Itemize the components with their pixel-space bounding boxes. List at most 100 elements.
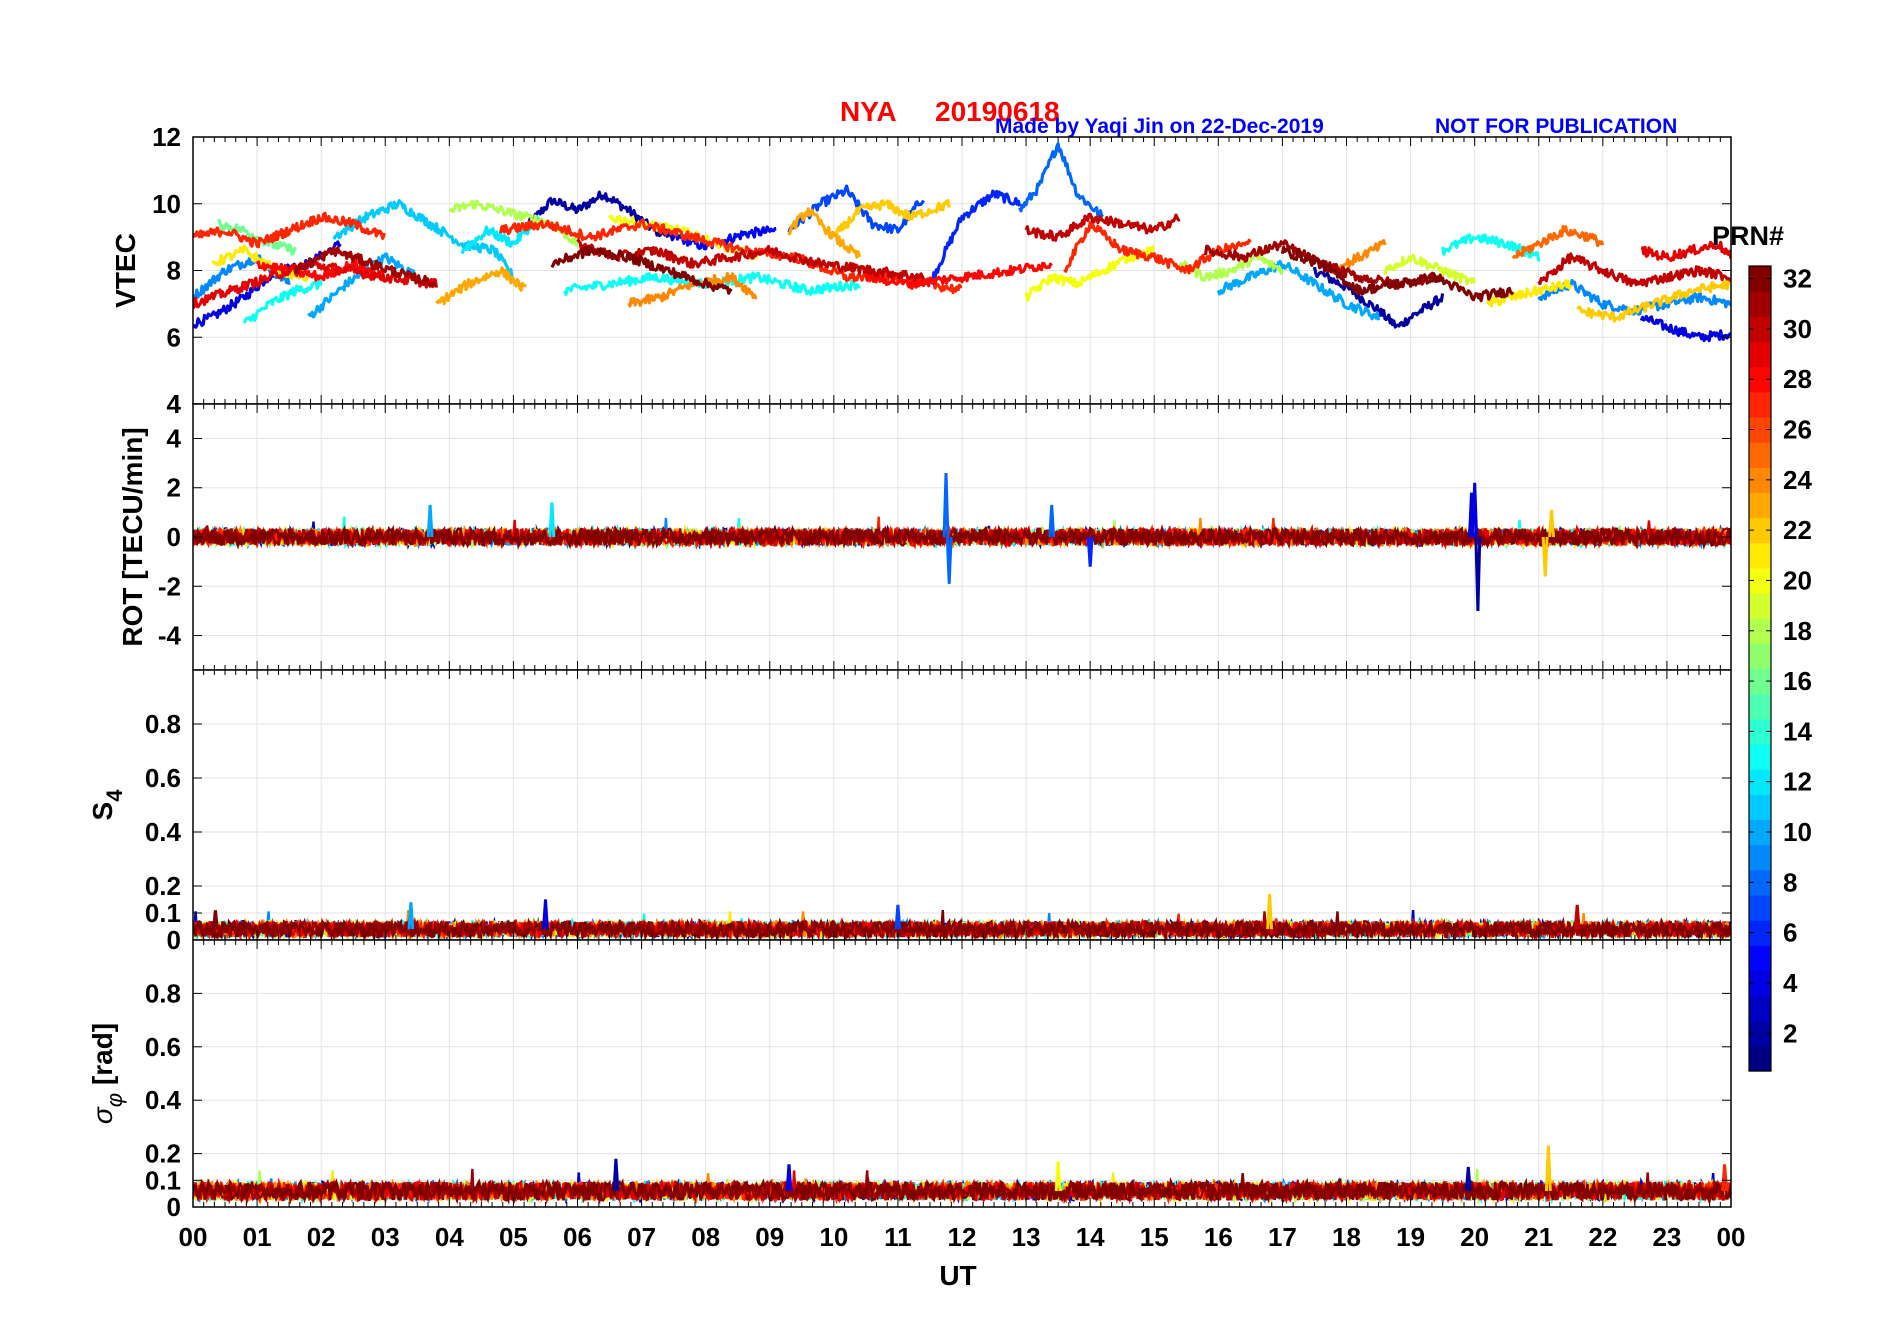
y-tick-label: 0	[167, 522, 181, 552]
x-tick-label: 17	[1268, 1222, 1297, 1252]
colorbar-tick-label: 24	[1783, 465, 1812, 495]
colorbar-tick-label: 30	[1783, 314, 1812, 344]
x-tick-label: 07	[627, 1222, 656, 1252]
x-tick-label: 22	[1588, 1222, 1617, 1252]
y-tick-label: 0.2	[145, 1139, 181, 1169]
vtec-series-prn-29	[1640, 240, 1731, 262]
vtec-series-prn-21	[211, 244, 310, 282]
vtec-series-prn-13	[242, 278, 323, 324]
colorbar-segment	[1749, 291, 1771, 317]
y-tick-label: 8	[167, 256, 181, 286]
colorbar-segment	[1749, 542, 1771, 569]
vtec-series-prn-11	[332, 199, 515, 281]
colorbar-segment	[1749, 467, 1771, 494]
colorbar-tick-label: 14	[1783, 716, 1812, 746]
colorbar-segment	[1749, 693, 1771, 720]
x-tick-label: 04	[435, 1222, 464, 1252]
colorbar-segment	[1749, 894, 1771, 921]
y-axis-label: ROT [TECU/min]	[117, 427, 148, 646]
y-tick-label: -2	[158, 571, 181, 601]
rot-spike	[942, 472, 950, 538]
s4-spike	[1266, 894, 1273, 930]
vtec-series-prn-22	[1576, 278, 1731, 323]
panel-sigma_phi: 00.10.2 0.4 0.6 0.8 σφ [rad]	[87, 939, 1732, 1222]
x-tick-label: 05	[499, 1222, 528, 1252]
colorbar-segment	[1749, 416, 1771, 443]
vtec-series-prn-25	[1511, 225, 1605, 260]
x-tick-label: 03	[371, 1222, 400, 1252]
sigma_phi-spike	[785, 1164, 793, 1192]
sigma_phi-spike	[1054, 1161, 1062, 1192]
vtec-series-prn-23	[435, 266, 527, 306]
colorbar-frame	[1748, 265, 1772, 1072]
vtec-series-prn-8	[1018, 142, 1104, 218]
title-notice: NOT FOR PUBLICATION	[1435, 115, 1677, 138]
colorbar-segment	[1749, 769, 1771, 795]
x-tick-label: 12	[948, 1222, 977, 1252]
figure-title: NYA 20190618 Made by Yaqi Jin on 22-Dec-…	[840, 96, 1677, 138]
colorbar-segment	[1749, 970, 1771, 997]
y-tick-label: 0.1	[145, 898, 181, 928]
colorbar-segment	[1749, 492, 1771, 519]
s4-spike	[407, 902, 415, 930]
rot-spike	[548, 502, 556, 538]
y-tick-label: 4	[167, 423, 182, 453]
vtec-series-prn-23	[787, 207, 862, 259]
colorbar-tick-label: 26	[1783, 415, 1812, 445]
sigma_phi-spike	[1464, 1166, 1472, 1192]
vtec-series-prn-6	[929, 189, 1022, 285]
x-ticks	[192, 940, 1732, 1207]
colorbar-segment	[1749, 743, 1771, 770]
y-tick-label: 0.6	[145, 763, 181, 793]
colorbar-segment	[1749, 668, 1771, 695]
s4-spike	[212, 910, 219, 930]
colorbar-segment	[1749, 995, 1771, 1022]
x-ticks	[192, 404, 1732, 670]
colorbar-segment	[1749, 794, 1771, 821]
colorbar-segment	[1749, 593, 1771, 619]
panel-vtec: 4 6 8 10 12 VTEC	[110, 122, 1732, 419]
vtec-series-prn-30	[1537, 252, 1731, 288]
x-tick-label: 00	[179, 1222, 208, 1252]
title-station: NYA	[840, 96, 897, 127]
colorbar-tick-label: 22	[1783, 515, 1812, 545]
colorbar-label: PRN#	[1712, 221, 1784, 251]
colorbar-segment	[1749, 266, 1771, 292]
x-tick-label: 10	[819, 1222, 848, 1252]
rot-spike	[1471, 482, 1479, 538]
colorbar-segment	[1749, 819, 1771, 846]
x-tick-label: 15	[1140, 1222, 1169, 1252]
y-tick-label: 0.4	[145, 1085, 182, 1115]
colorbar-tick-label: 10	[1783, 817, 1812, 847]
rot-spike	[945, 536, 953, 584]
x-tick-label: 21	[1524, 1222, 1553, 1252]
vtec-series-prn-27	[193, 211, 386, 249]
colorbar-tick-label: 6	[1783, 918, 1797, 948]
vtec-series-prn-29	[193, 260, 439, 310]
x-tick-label: 20	[1460, 1222, 1489, 1252]
y-tick-label: -4	[158, 621, 182, 651]
vtec-series-prn-32	[550, 245, 733, 295]
colorbar-tick-label: 4	[1783, 968, 1798, 998]
colorbar-segment	[1749, 1045, 1771, 1072]
data-series	[193, 472, 1731, 611]
s4-spike	[542, 899, 549, 930]
y-tick-label: 10	[152, 189, 181, 219]
y-tick-label: 0.4	[145, 817, 182, 847]
sigma_phi-spike	[1721, 1164, 1728, 1192]
s4-spike	[894, 904, 902, 930]
x-ticks	[192, 137, 1732, 404]
vtec-series-prn-28	[864, 261, 1053, 290]
panel-s4: 00.10.2 0.4 0.6 0.8 S4	[87, 669, 1732, 955]
x-tick-label: 06	[563, 1222, 592, 1252]
colorbar-segment	[1749, 1020, 1771, 1047]
vtec-series-prn-16	[217, 218, 297, 256]
data-series	[193, 142, 1731, 343]
y-tick-label: 6	[167, 322, 181, 352]
rot-spike	[1048, 504, 1056, 538]
rot-spike	[1541, 536, 1549, 577]
x-tick-label: 01	[243, 1222, 272, 1252]
sigma_phi-spike	[612, 1158, 620, 1192]
colorbar-tick-label: 28	[1783, 364, 1812, 394]
